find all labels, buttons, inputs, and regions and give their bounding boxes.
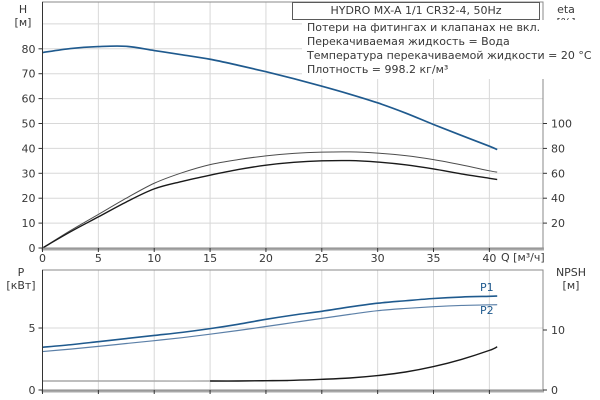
x-tick-label: 5	[95, 252, 102, 265]
p2-curve-label: P2	[480, 304, 494, 317]
npsh-axis-header: NPSH [м]	[546, 266, 596, 292]
p-axis-name: P	[17, 266, 25, 279]
x-tick-label: 0	[39, 252, 46, 265]
conditions-info: Потери на фитингах и клапанах не вкл. Пе…	[302, 20, 598, 79]
x-tick-label: 15	[203, 252, 217, 265]
curve-P2	[42, 304, 498, 353]
x-tick-label: 25	[315, 252, 329, 265]
curve-eta-pump-motor	[42, 159, 498, 249]
y-left-tick-label: 30	[22, 167, 36, 180]
x-tick-label: 20	[259, 252, 273, 265]
y-right-tick-label: 0	[551, 384, 558, 397]
y-left-tick-label: 50	[22, 118, 36, 131]
curve-P1	[42, 295, 498, 349]
y-right-tick-label: 10	[551, 324, 565, 337]
p1-curve-label: P1	[480, 281, 494, 294]
eta-axis-name: eta	[557, 3, 575, 16]
y-right-tick-label: 20	[551, 217, 565, 230]
y-left-tick-label: 40	[22, 142, 36, 155]
h-axis-header: H [м]	[6, 3, 40, 29]
y-left-tick-label: 0	[29, 384, 36, 397]
y-left-tick-label: 5	[29, 322, 36, 335]
info-line-losses: Потери на фитингах и клапанах не вкл.	[307, 21, 541, 34]
y-left-tick-label: 20	[22, 192, 36, 205]
npsh-axis-name: NPSH	[555, 266, 587, 279]
info-line-temperature: Температура перекачиваемой жидкости = 20…	[307, 49, 592, 62]
info-line-liquid: Перекачиваемая жидкость = Вода	[307, 35, 510, 48]
y-right-tick-label: 60	[551, 167, 565, 180]
h-axis-unit: [м]	[14, 16, 32, 29]
y-right-tick-label: 80	[551, 142, 565, 155]
chart-title: HYDRO MX-A 1/1 CR32-4, 50Hz	[292, 2, 540, 20]
y-left-tick-label: 10	[22, 217, 36, 230]
curve-NPSH	[210, 346, 498, 382]
y-right-tick-label: 40	[551, 192, 565, 205]
plot-background	[42, 270, 543, 390]
y-left-tick-label: 70	[22, 68, 36, 81]
info-line-density: Плотность = 998.2 кг/м³	[307, 63, 449, 76]
curve-H	[42, 45, 498, 151]
x-tick-label: 40	[482, 252, 496, 265]
y-left-tick-label: 80	[22, 43, 36, 56]
y-left-tick-label: 0	[29, 242, 36, 255]
x-tick-label: 10	[147, 252, 161, 265]
q-axis-label: Q [м³/ч]	[501, 251, 545, 264]
y-right-tick-label: 100	[551, 118, 572, 131]
p-axis-unit: [кВт]	[6, 279, 36, 292]
h-axis-name: H	[18, 3, 28, 16]
p-axis-header: P [кВт]	[2, 266, 40, 292]
curve-eta-pump	[42, 151, 498, 249]
x-tick-label: 35	[427, 252, 441, 265]
x-tick-label: 30	[371, 252, 385, 265]
y-left-tick-label: 60	[22, 93, 36, 106]
npsh-axis-unit: [м]	[562, 279, 580, 292]
